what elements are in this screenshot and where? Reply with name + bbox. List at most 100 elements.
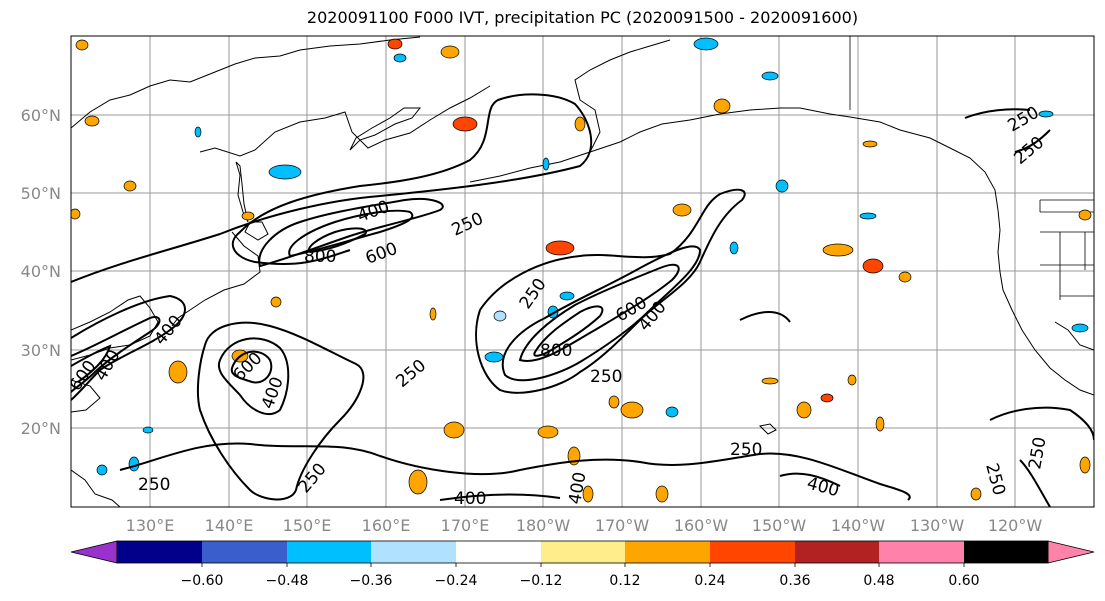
precip-blob: [440, 45, 460, 59]
coastline-okhotsk: [199, 85, 491, 157]
precip-blob: [194, 126, 202, 138]
lon-label: 150°W: [752, 516, 807, 535]
precip-blob: [128, 456, 140, 472]
precip-blob: [665, 406, 679, 418]
colorbar-outline: [116, 540, 1049, 564]
precip-blob: [1079, 456, 1091, 474]
colorbar-segment: [371, 541, 456, 563]
precip-blob: [761, 71, 779, 81]
colorbar-segment: [795, 541, 879, 563]
colorbar-extend-high: [1047, 540, 1095, 564]
contour-400: [439, 493, 561, 501]
contour-250: [739, 311, 791, 323]
contour-400: [217, 337, 290, 415]
contour-600: [518, 263, 680, 362]
precip-blob: [71, 208, 81, 220]
contour-400: [71, 316, 161, 393]
colorbar-segment: [879, 541, 964, 563]
lon-label: 140°E: [205, 516, 254, 535]
lat-label: 40°N: [21, 262, 61, 281]
coastline-siberia: [71, 36, 421, 129]
lon-label: 160°E: [362, 516, 411, 535]
colorbar-segment: [964, 541, 1048, 563]
precip-blob: [655, 485, 669, 503]
colorbar-segment: [710, 541, 795, 563]
contour-label-800: 800: [540, 341, 572, 361]
coastline-west-coast: [997, 209, 1094, 396]
coastline-korea: [71, 295, 159, 361]
precip-blob: [970, 487, 982, 501]
lat-label: 60°N: [21, 106, 61, 125]
precip-blob: [859, 212, 877, 220]
colorbar-segment: [541, 541, 625, 563]
contour-labels: 400 250 600 800 250 600 400 800 250 250 …: [71, 103, 1051, 507]
contour-800: [533, 305, 604, 357]
precip-blob: [693, 37, 719, 51]
precip-blob: [862, 140, 878, 148]
contour-600: [71, 344, 112, 383]
precip-blob: [387, 38, 403, 50]
coastline-alaska-west: [574, 39, 671, 153]
coastline-south-china: [71, 469, 121, 507]
precip-blob: [452, 116, 478, 132]
precip-blob: [537, 425, 559, 439]
precip-blob: [898, 271, 912, 283]
precip-blob: [1071, 323, 1089, 333]
precip-blob: [443, 421, 465, 439]
map-title: 2020091100 F000 IVT, precipitation PC (2…: [306, 8, 859, 27]
lon-label: 130°W: [910, 516, 965, 535]
colorbar-tick-label: 0.36: [779, 573, 810, 589]
contour-400: [501, 245, 702, 382]
precip-blob: [559, 291, 575, 301]
colorbar-tick-label: −0.48: [266, 573, 309, 589]
colorbar-tick-label: −0.36: [350, 573, 393, 589]
colorbar-tick-label: −0.12: [520, 573, 563, 589]
precip-blob: [847, 374, 857, 386]
colorbar-tick-labels: −0.60 −0.48 −0.36 −0.24 −0.12 0.12 0.24 …: [181, 573, 980, 589]
coastline-hawaii: [758, 423, 777, 435]
contour-250: [475, 188, 746, 394]
colorbar-segment: [287, 541, 371, 563]
coastline-alaska: [469, 107, 999, 211]
lon-label: 170°E: [441, 516, 490, 535]
colorbar-tick-label: −0.60: [181, 573, 224, 589]
contour-label-250: 250: [590, 367, 622, 387]
precip-blob: [484, 351, 504, 363]
coastline-china: [71, 379, 101, 413]
precip-blob: [429, 307, 437, 321]
precip-blob: [761, 377, 779, 385]
lon-label: 150°E: [283, 516, 332, 535]
precip-blob: [75, 39, 89, 51]
precip-blob: [1038, 110, 1054, 118]
colorbar-tick-label: 0.12: [609, 573, 640, 589]
precip-blob: [408, 469, 428, 495]
precip-blob: [608, 395, 620, 409]
ivt-contours: [71, 93, 1094, 507]
precip-blob: [241, 211, 255, 221]
colorbar-extend-low: [70, 540, 118, 564]
precip-blob: [796, 401, 812, 419]
coastlines: [71, 36, 1094, 507]
precip-blob: [820, 393, 834, 403]
precip-blob: [545, 240, 575, 256]
precip-blob: [84, 115, 100, 127]
lon-label: 120°W: [988, 516, 1043, 535]
lon-label: 130°E: [126, 516, 175, 535]
colorbar-segment: [117, 541, 202, 563]
colorbar-tick-label: 0.60: [948, 573, 979, 589]
contour-250: [989, 406, 1094, 507]
colorbar-segment: [202, 541, 287, 563]
contour-600: [230, 350, 273, 384]
lon-label: 140°W: [831, 516, 886, 535]
precip-blob: [713, 98, 731, 114]
precip-blob: [142, 426, 154, 434]
precip-blob: [582, 485, 594, 503]
lat-label: 30°N: [21, 341, 61, 360]
contour-label-250: 250: [138, 475, 170, 495]
contour-label-800: 800: [304, 247, 336, 267]
map-frame: [70, 35, 1095, 508]
contour-250: [71, 294, 186, 401]
precip-blob: [875, 416, 885, 432]
colorbar-tick-label: 0.48: [863, 573, 894, 589]
precip-blob: [862, 258, 884, 274]
